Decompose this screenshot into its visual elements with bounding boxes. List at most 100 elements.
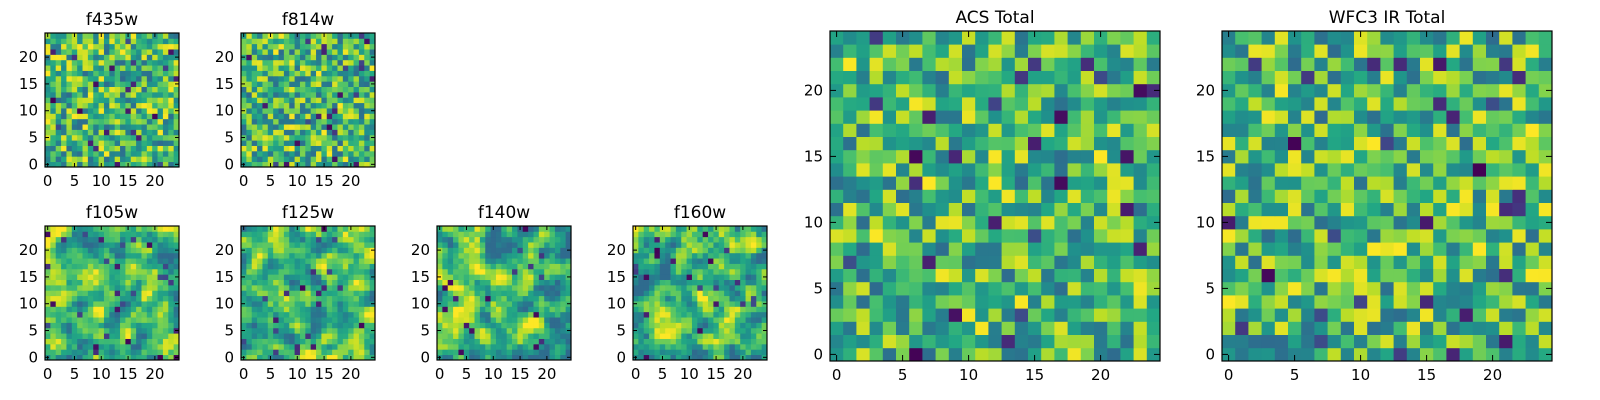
heatmap-cell <box>691 247 698 254</box>
heatmap-cell <box>157 338 164 345</box>
heatmap-cell <box>278 43 285 50</box>
heatmap-cell <box>869 31 884 45</box>
heatmap-cell <box>517 284 524 291</box>
heatmap-cell <box>342 268 349 275</box>
heatmap-cell <box>501 295 508 302</box>
heatmap-cell <box>114 43 121 50</box>
heatmap-cell <box>528 317 534 323</box>
heatmap-cell <box>1067 97 1082 111</box>
heatmap-cell <box>61 113 67 120</box>
heatmap-cell <box>278 306 285 313</box>
heatmap-cell <box>241 263 247 270</box>
heatmap-cell <box>77 33 83 39</box>
heatmap-cell <box>246 156 253 163</box>
heatmap-cell <box>326 333 333 339</box>
heatmap-cell <box>326 150 333 157</box>
heatmap-cell <box>55 134 62 141</box>
heatmap-cell <box>82 327 89 334</box>
heatmap-cell <box>718 279 725 286</box>
heatmap-cell <box>45 258 51 264</box>
heatmap-cell <box>729 306 736 313</box>
heatmap-cell <box>740 311 746 318</box>
heatmap-cell <box>294 156 301 163</box>
heatmap-cell <box>337 236 344 243</box>
heatmap-cell <box>87 252 94 259</box>
heatmap-cell <box>114 33 121 39</box>
heatmap-cell <box>162 118 169 125</box>
heatmap-cell <box>665 295 671 302</box>
heatmap-cell <box>50 295 57 302</box>
heatmap-cell <box>975 57 989 71</box>
heatmap-cell <box>61 338 67 345</box>
heatmap-cell <box>1525 176 1540 190</box>
heatmap-cell <box>517 290 524 297</box>
heatmap-cell <box>348 268 354 275</box>
heatmap-cell <box>82 91 89 98</box>
heatmap-cell <box>474 284 481 291</box>
heatmap-cell <box>1472 347 1487 362</box>
heatmap-cell <box>289 279 295 286</box>
heatmap-cell <box>988 202 1002 217</box>
heatmap-cell <box>554 301 561 307</box>
heatmap-cell <box>442 242 449 248</box>
heatmap-cell <box>173 343 180 350</box>
heatmap-cell <box>310 91 317 98</box>
heatmap-cell <box>364 252 371 259</box>
heatmap-cell <box>528 226 534 232</box>
heatmap-cell <box>1146 202 1161 217</box>
heatmap-cell <box>61 70 67 77</box>
heatmap-cell <box>554 231 561 238</box>
heatmap-cell <box>544 295 550 302</box>
heatmap-cell <box>1001 255 1016 269</box>
heatmap-cell <box>299 129 306 136</box>
heatmap-cell <box>299 102 306 109</box>
heatmap-cell <box>869 242 884 256</box>
heatmap-cell <box>922 255 936 269</box>
heatmap-cell <box>98 91 105 98</box>
heatmap-cell <box>1406 242 1421 256</box>
heatmap-cell <box>283 49 290 55</box>
heatmap-cell <box>745 317 752 323</box>
heatmap-cell <box>246 236 253 243</box>
heatmap-cell <box>358 333 365 339</box>
heatmap-cell <box>61 129 67 136</box>
heatmap-cell <box>1406 229 1421 243</box>
heatmap-cell <box>1314 308 1328 322</box>
heatmap-cell <box>125 150 132 157</box>
heatmap-cell <box>157 242 164 248</box>
heatmap-cell <box>437 252 443 259</box>
heatmap-cell <box>146 333 153 339</box>
heatmap-cell <box>152 338 158 345</box>
heatmap-cell <box>283 161 290 168</box>
heatmap-cell <box>337 124 344 130</box>
heatmap-cell <box>358 252 365 259</box>
heatmap-cell <box>469 290 475 297</box>
heatmap-cell <box>305 161 312 168</box>
heatmap-cell <box>1380 163 1394 177</box>
heatmap-cell <box>1367 308 1381 322</box>
heatmap-cell <box>1314 255 1328 269</box>
heatmap-cell <box>633 290 639 297</box>
heatmap-cell <box>1406 215 1421 230</box>
heatmap-cell <box>1486 189 1500 203</box>
heatmap-cell <box>1248 268 1262 283</box>
heatmap-cell <box>289 33 295 39</box>
heatmap-cell <box>750 236 757 243</box>
heatmap-cell <box>109 156 116 163</box>
heatmap-cell <box>1146 83 1161 98</box>
heatmap-cell <box>1314 202 1328 217</box>
heatmap-cell <box>686 263 693 270</box>
heatmap-cell <box>152 49 158 55</box>
heatmap-cell <box>1274 163 1289 177</box>
heatmap-cell <box>168 226 175 232</box>
heatmap-cell <box>241 284 247 291</box>
heatmap-cell <box>251 317 258 323</box>
heatmap-cell <box>659 236 666 243</box>
heatmap-cell <box>1512 163 1526 177</box>
heatmap-cell <box>251 338 258 345</box>
heatmap-cell <box>474 349 481 356</box>
heatmap-cell <box>659 311 666 318</box>
heatmap-cell <box>55 301 62 307</box>
heatmap-cell <box>337 258 344 264</box>
heatmap-cell <box>458 354 465 361</box>
